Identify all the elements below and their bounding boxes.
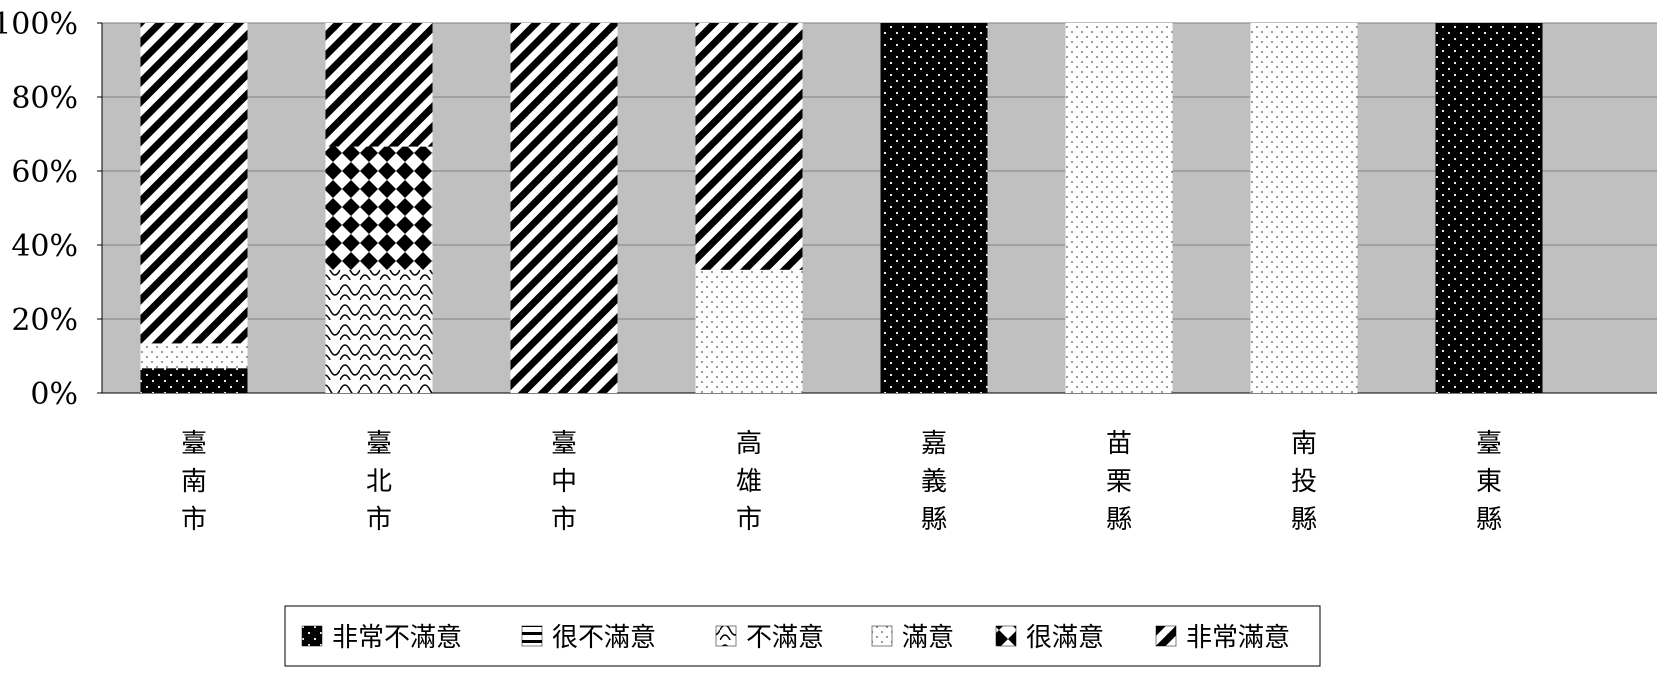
y-tick-label: 40% — [11, 229, 78, 264]
bar-segment — [325, 146, 433, 270]
bar-segment — [1065, 23, 1173, 393]
legend-swatch — [1155, 625, 1177, 647]
x-category-label: 臺 — [181, 429, 207, 459]
y-tick-label: 100% — [0, 7, 78, 42]
legend-box — [284, 605, 1321, 667]
y-tick-label: 80% — [11, 81, 78, 116]
x-category-label: 臺 — [1476, 429, 1502, 459]
x-category-label: 縣 — [1476, 505, 1502, 535]
x-category-label: 南 — [1291, 429, 1317, 459]
x-category-label: 南 — [181, 467, 207, 497]
legend-label: 非常不滿意 — [332, 623, 462, 653]
bar-segment — [325, 23, 433, 147]
bar-segment — [695, 269, 803, 393]
bar-segment — [140, 23, 248, 344]
x-category-label: 嘉 — [921, 429, 947, 459]
legend-label: 很滿意 — [1026, 623, 1104, 653]
y-tick-label: 20% — [11, 303, 78, 338]
legend-label: 非常滿意 — [1186, 623, 1290, 653]
x-category-label: 東 — [1476, 467, 1502, 497]
bar-segment — [1435, 23, 1543, 393]
x-category-label: 高 — [736, 429, 762, 459]
legend-swatch — [521, 625, 543, 647]
bar-segment — [325, 269, 433, 393]
x-category-label: 縣 — [1106, 505, 1132, 535]
x-category-label: 縣 — [921, 505, 947, 535]
x-category-label: 市 — [736, 505, 762, 535]
x-category-label: 市 — [551, 505, 577, 535]
bar-segment — [1250, 23, 1358, 393]
bar-segment — [510, 23, 618, 393]
x-category-label: 投 — [1291, 467, 1317, 497]
legend-label: 滿意 — [902, 623, 954, 653]
x-category-label: 市 — [366, 505, 392, 535]
x-category-label: 栗 — [1106, 467, 1132, 497]
y-tick-label: 60% — [11, 155, 78, 190]
bar-segment — [140, 343, 248, 369]
bar-segment — [695, 23, 803, 270]
legend-label: 很不滿意 — [552, 623, 656, 653]
x-category-label: 義 — [921, 467, 947, 497]
legend-swatch — [715, 625, 737, 647]
legend-label: 不滿意 — [746, 623, 824, 653]
x-category-label: 北 — [366, 467, 392, 497]
bar-segment — [140, 368, 248, 393]
y-tick-label: 0% — [30, 377, 78, 412]
legend-swatch — [301, 625, 323, 647]
bar-segment — [880, 23, 988, 393]
x-category-label: 市 — [181, 505, 207, 535]
x-category-label: 臺 — [366, 429, 392, 459]
legend-swatch — [871, 625, 893, 647]
x-category-label: 縣 — [1291, 505, 1317, 535]
legend-swatch — [995, 625, 1017, 647]
x-category-label: 臺 — [551, 429, 577, 459]
x-category-label: 苗 — [1106, 429, 1132, 459]
x-category-label: 中 — [551, 467, 577, 497]
x-category-label: 雄 — [736, 467, 762, 497]
